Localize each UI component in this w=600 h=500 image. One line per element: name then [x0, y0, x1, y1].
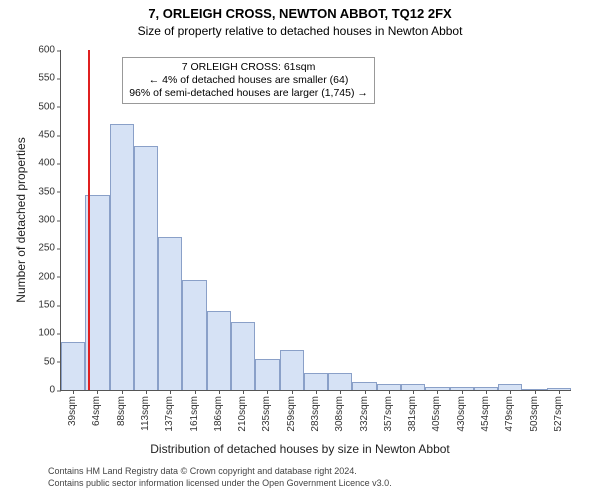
y-tick: 50 [44, 356, 61, 367]
y-tick: 250 [38, 243, 61, 254]
annotation-line: 7 ORLEIGH CROSS: 61sqm [129, 61, 368, 74]
y-tick: 300 [38, 215, 61, 226]
histogram-bar [207, 311, 231, 390]
y-tick: 450 [38, 130, 61, 141]
footnote-line1: Contains HM Land Registry data © Crown c… [48, 466, 392, 478]
x-tick-label: 332sqm [359, 390, 370, 432]
histogram-bar [134, 146, 158, 390]
x-axis-label: Distribution of detached houses by size … [0, 442, 600, 456]
y-tick: 0 [49, 385, 61, 396]
x-tick-label: 479sqm [504, 390, 515, 432]
footnote-line2: Contains public sector information licen… [48, 478, 392, 490]
y-tick: 200 [38, 271, 61, 282]
y-tick: 100 [38, 328, 61, 339]
x-tick-label: 357sqm [383, 390, 394, 432]
histogram-bar [280, 350, 304, 390]
annotation-line: 96% of semi-detached houses are larger (… [129, 87, 368, 100]
x-tick-label: 186sqm [213, 390, 224, 432]
histogram-bar [231, 322, 255, 390]
x-tick-label: 88sqm [116, 390, 127, 426]
x-tick-label: 113sqm [140, 390, 151, 431]
histogram-bar [304, 373, 328, 390]
x-tick-label: 381sqm [407, 390, 418, 432]
annotation-box: 7 ORLEIGH CROSS: 61sqm← 4% of detached h… [122, 57, 375, 104]
x-tick-label: 64sqm [91, 390, 102, 426]
x-tick-label: 503sqm [529, 390, 540, 432]
plot-area: 05010015020025030035040045050055060039sq… [60, 50, 571, 391]
x-tick-label: 161sqm [189, 390, 200, 432]
reference-line [88, 50, 90, 390]
x-tick-label: 527sqm [553, 390, 564, 432]
x-tick-label: 308sqm [334, 390, 345, 432]
y-tick: 150 [38, 300, 61, 311]
x-tick-label: 283sqm [310, 390, 321, 432]
annotation-line: ← 4% of detached houses are smaller (64) [129, 74, 368, 87]
histogram-bar [255, 359, 279, 390]
histogram-bar [158, 237, 182, 390]
x-tick-label: 430sqm [456, 390, 467, 432]
y-tick: 400 [38, 158, 61, 169]
x-tick-label: 39sqm [67, 390, 78, 426]
y-tick: 600 [38, 45, 61, 56]
x-tick-label: 405sqm [431, 390, 442, 432]
x-tick-label: 210sqm [237, 390, 248, 432]
x-tick-label: 137sqm [164, 390, 175, 432]
chart-title-line1: 7, ORLEIGH CROSS, NEWTON ABBOT, TQ12 2FX [0, 6, 600, 21]
histogram-bar [328, 373, 352, 390]
x-tick-label: 259sqm [286, 390, 297, 432]
y-tick: 350 [38, 186, 61, 197]
y-tick: 550 [38, 73, 61, 84]
footnote: Contains HM Land Registry data © Crown c… [48, 466, 392, 489]
y-tick: 500 [38, 101, 61, 112]
y-axis-label: Number of detached properties [14, 137, 28, 302]
histogram-bar [352, 382, 376, 391]
chart-title-line2: Size of property relative to detached ho… [0, 24, 600, 38]
histogram-bar [110, 124, 134, 390]
histogram-bar [182, 280, 206, 391]
x-tick-label: 235sqm [261, 390, 272, 432]
histogram-bar [61, 342, 85, 390]
x-tick-label: 454sqm [480, 390, 491, 432]
chart-container: 7, ORLEIGH CROSS, NEWTON ABBOT, TQ12 2FX… [0, 0, 600, 500]
